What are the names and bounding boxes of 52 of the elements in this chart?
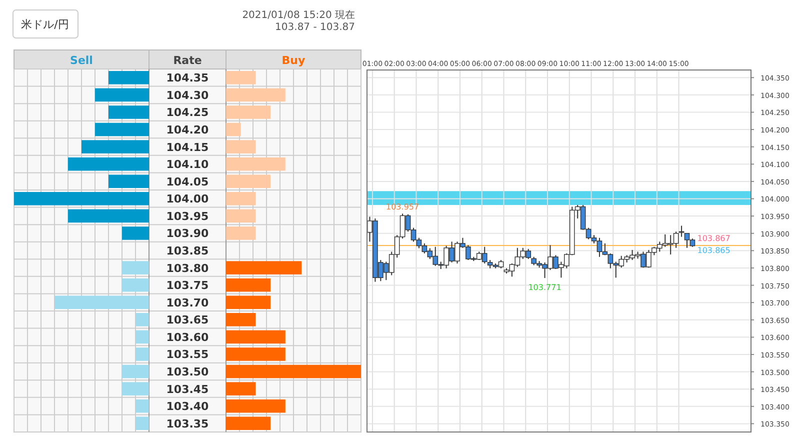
y-tick-label: 103.60 — [166, 330, 210, 344]
annotation: 103.771 — [528, 282, 562, 292]
annotation: 103.865 — [697, 246, 730, 255]
y-tick-label: 103.65 — [166, 314, 209, 327]
y-tick-label: 104.15 — [166, 140, 209, 154]
y-tick-label: 103.85 — [166, 244, 209, 258]
y-tick-label: 104.05 — [166, 175, 209, 188]
bar — [226, 157, 286, 171]
bar — [226, 296, 271, 309]
annotation: 103.957 — [386, 202, 420, 212]
y-tick-label: 104.20 — [166, 124, 210, 136]
y-axis-title: Rate — [173, 54, 202, 67]
bar — [226, 226, 256, 240]
bar — [226, 382, 256, 396]
bar — [226, 261, 302, 274]
bar — [226, 174, 271, 188]
y-tick-label: 104.00 — [166, 192, 210, 206]
y-tick-label: 103.90 — [166, 227, 210, 240]
y-tick-label: 103.40 — [166, 400, 210, 414]
y-tick-label: 104.25 — [166, 106, 209, 120]
y-tick-label: 103.55 — [166, 348, 209, 362]
bar — [226, 416, 271, 430]
bar — [226, 399, 286, 413]
text: 2021/01/08 15:20 現在 — [242, 9, 355, 21]
text: 米ドル/円 — [21, 18, 69, 31]
y-tick-label: 104.10 — [166, 158, 210, 172]
bar — [226, 192, 256, 206]
y-tick-label: 103.95 — [166, 210, 209, 223]
annotation: 103.867 — [697, 234, 730, 243]
bar — [226, 140, 256, 154]
y-tick-label: 103.35 — [166, 417, 209, 430]
series-label: Sell — [70, 54, 93, 67]
bar — [226, 88, 286, 102]
bar — [226, 313, 256, 326]
text: 103.87 - 103.87 — [275, 22, 355, 33]
bar — [226, 278, 271, 292]
bar — [226, 348, 286, 361]
bar — [226, 71, 256, 84]
y-tick-label: 104.30 — [166, 88, 210, 102]
bar — [226, 106, 271, 119]
y-tick-label: 103.45 — [166, 382, 209, 396]
y-tick-label: 103.75 — [166, 279, 209, 292]
y-tick-label: 103.50 — [166, 366, 210, 378]
y-tick-label: 103.80 — [166, 262, 210, 275]
bar — [226, 122, 241, 136]
bar — [226, 364, 361, 378]
candlestick — [678, 225, 684, 238]
y-tick-label: 104.35 — [166, 72, 209, 85]
bar — [226, 209, 256, 223]
y-tick-label: 103.70 — [166, 296, 210, 310]
bar — [226, 330, 286, 344]
series-label: Buy — [282, 54, 306, 67]
